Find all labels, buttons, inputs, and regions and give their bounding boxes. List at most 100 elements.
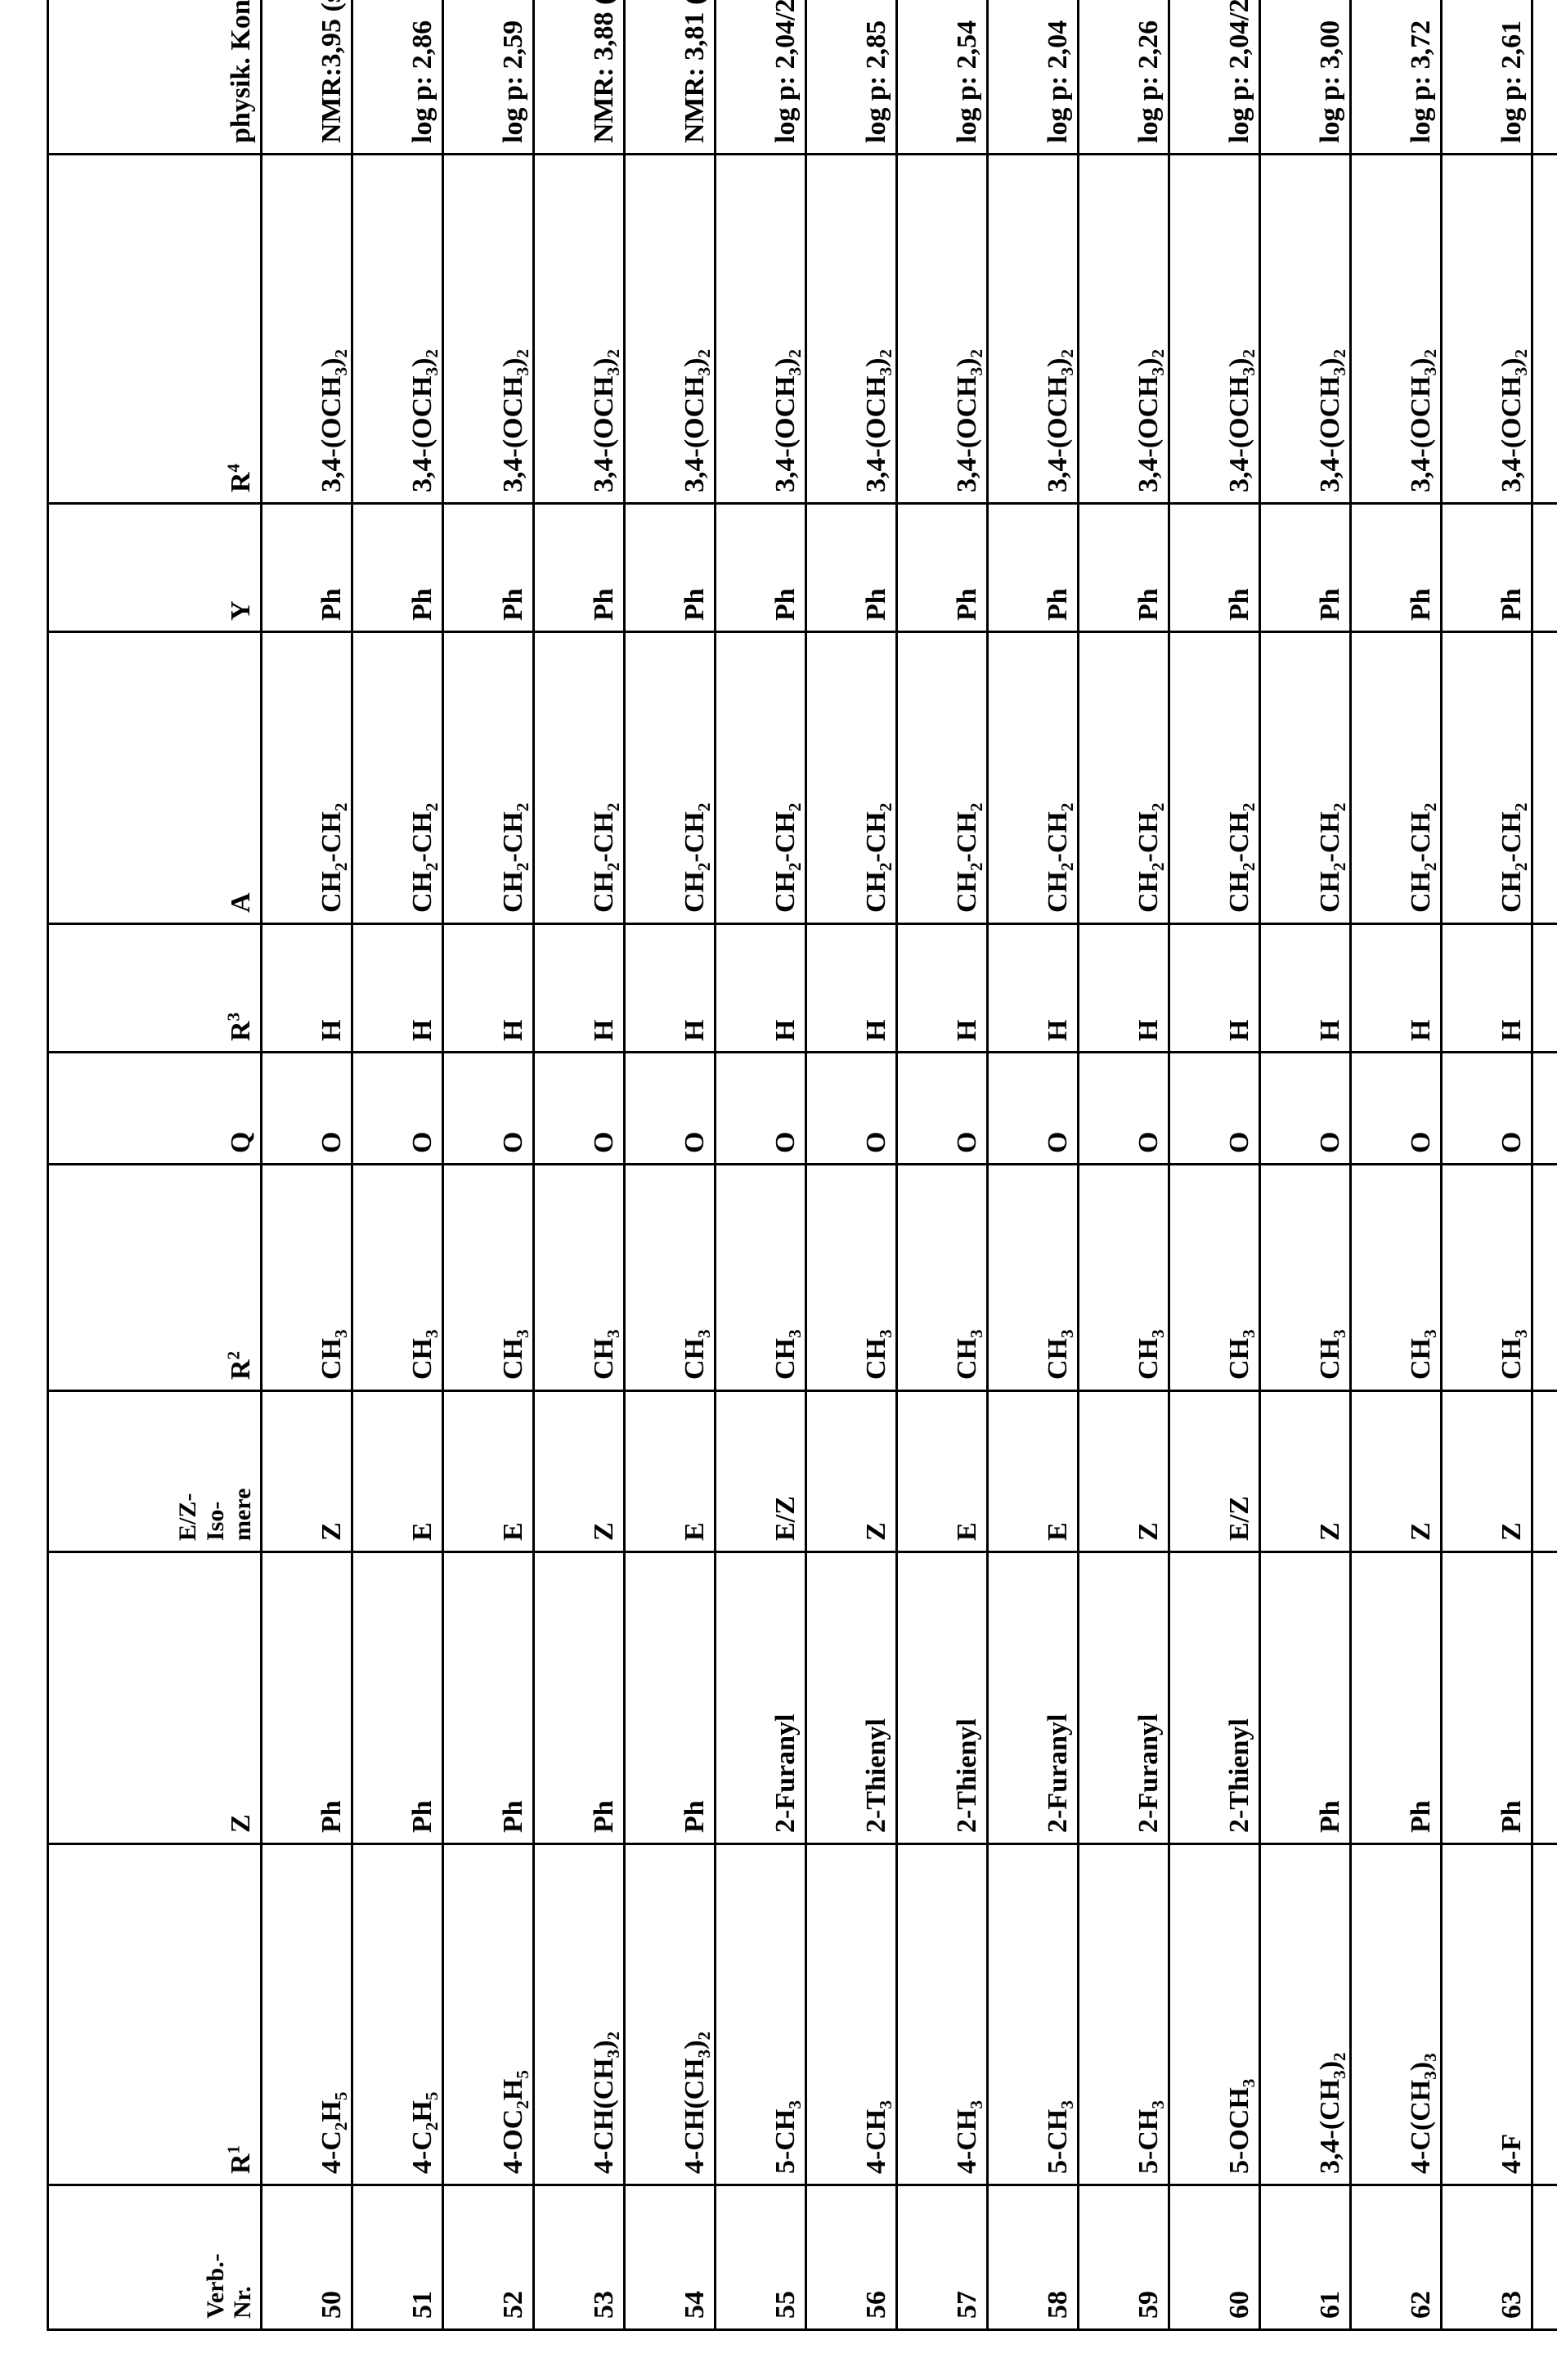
table-row: 644-BrPhZCH3OHCH2-CH2Ph3,4-(OCH3)2log p:… [1532,0,1557,2330]
header-line: E/Z- [174,1493,201,1541]
cell-y: Ph [1442,504,1532,632]
cell-r4: 3,4-(OCH3)2 [1442,155,1532,504]
cell-z: Ph [262,1552,352,1844]
cell-r4: 3,4-(OCH3)2 [534,155,625,504]
cell-r4: 3,4-(OCH3)2 [1532,155,1557,504]
cell-pk: log p: 2,04 [988,0,1079,155]
cell-q: O [1351,1053,1442,1165]
cell-r3: H [352,924,443,1053]
cell-a: CH2-CH2 [625,632,716,924]
cell-r3: H [988,924,1079,1053]
cell-y: Ph [1351,504,1442,632]
cell-r4: 3,4-(OCH3)2 [806,155,897,504]
cell-nr: 60 [1169,2185,1260,2330]
cell-q: O [625,1053,716,1165]
cell-r2: CH3 [625,1165,716,1391]
cell-nr: 59 [1079,2185,1169,2330]
cell-a: CH2-CH2 [716,632,806,924]
cell-q: O [806,1053,897,1165]
cell-r3: H [806,924,897,1053]
cell-z: Ph [1442,1552,1532,1844]
cell-ez: E [443,1391,534,1552]
table-row: 564-CH32-ThienylZCH3OHCH2-CH2Ph3,4-(OCH3… [806,0,897,2330]
cell-q: O [1260,1053,1351,1165]
table-row: 574-CH32-ThienylECH3OHCH2-CH2Ph3,4-(OCH3… [897,0,988,2330]
cell-ez: Z [1260,1391,1351,1552]
cell-a: CH2-CH2 [1079,632,1169,924]
cell-r3: H [1079,924,1169,1053]
cell-pk: NMR: 3,88 (s,3H) [534,0,625,155]
cell-r1: 5-CH3 [1079,1844,1169,2185]
cell-pk: log p: 3,08 [1532,0,1557,155]
column-header-ez-isomere: E/Z-Iso-mere [48,1391,262,1552]
column-header-r4: R4 [48,155,262,504]
cell-a: CH2-CH2 [352,632,443,924]
cell-q: O [1079,1053,1169,1165]
cell-nr: 56 [806,2185,897,2330]
cell-r4: 3,4-(OCH3)2 [988,155,1079,504]
cell-z: Ph [534,1552,625,1844]
cell-pk: log p: 2,86 [352,0,443,155]
substituent-property-table: Verb.-Nr. R1 Z E/Z-Iso-mere R2 Q R3 A Y … [47,0,1557,2331]
cell-nr: 64 [1532,2185,1557,2330]
cell-ez: E/Z [1169,1391,1260,1552]
column-header-y: Y [48,504,262,632]
cell-pk: log p: 2,26 [1079,0,1169,155]
cell-ez: Z [262,1391,352,1552]
cell-r3: H [716,924,806,1053]
cell-z: 2-Furanyl [1079,1552,1169,1844]
cell-r4: 3,4-(OCH3)2 [262,155,352,504]
cell-a: CH2-CH2 [534,632,625,924]
cell-ez: E [625,1391,716,1552]
cell-pk: log p: 2,04/2,26 [716,0,806,155]
cell-r4: 3,4-(OCH3)2 [352,155,443,504]
cell-z: 2-Thienyl [806,1552,897,1844]
header-line: Verb.- [202,2253,229,2319]
column-header-r1: R1 [48,1844,262,2185]
cell-nr: 58 [988,2185,1079,2330]
cell-a: CH2-CH2 [988,632,1079,924]
cell-r1: 4-F [1442,1844,1532,2185]
cell-r4: 3,4-(OCH3)2 [1351,155,1442,504]
cell-r1: 4-CH3 [806,1844,897,2185]
cell-y: Ph [1079,504,1169,632]
cell-r2: CH3 [716,1165,806,1391]
cell-z: Ph [1351,1552,1442,1844]
cell-z: Ph [1260,1552,1351,1844]
table-row: 595-CH32-FuranylZCH3OHCH2-CH2Ph3,4-(OCH3… [1079,0,1169,2330]
cell-r3: H [1351,924,1442,1053]
cell-a: CH2-CH2 [262,632,352,924]
cell-y: Ph [806,504,897,632]
cell-q: O [1169,1053,1260,1165]
cell-y: Ph [988,504,1079,632]
cell-ez: Z [534,1391,625,1552]
cell-nr: 50 [262,2185,352,2330]
cell-nr: 53 [534,2185,625,2330]
header-row: Verb.-Nr. R1 Z E/Z-Iso-mere R2 Q R3 A Y … [48,0,262,2330]
cell-z: Ph [443,1552,534,1844]
cell-z: 2-Furanyl [716,1552,806,1844]
cell-r1: 4-C2H5 [262,1844,352,2185]
cell-y: Ph [897,504,988,632]
header-line: Nr. [229,2286,256,2319]
cell-ez: Z [1351,1391,1442,1552]
cell-nr: 55 [716,2185,806,2330]
cell-ez: E [897,1391,988,1552]
cell-r3: H [1442,924,1532,1053]
table-body: 504-C2H5PhZCH3OHCH2-CH2Ph3,4-(OCH3)2NMR:… [262,0,1557,2330]
cell-r2: CH3 [352,1165,443,1391]
cell-z: Ph [352,1552,443,1844]
table-row: 555-CH32-FuranylE/ZCH3OHCH2-CH2Ph3,4-(OC… [716,0,806,2330]
cell-r3: H [443,924,534,1053]
cell-q: O [443,1053,534,1165]
column-header-physik-konst: physik. Konst. [48,0,262,155]
cell-pk: NMR:3,95 (s,3H) [262,0,352,155]
cell-r2: CH3 [1260,1165,1351,1391]
cell-q: O [534,1053,625,1165]
cell-r4: 3,4-(OCH3)2 [1260,155,1351,504]
cell-nr: 57 [897,2185,988,2330]
cell-r2: CH3 [1351,1165,1442,1391]
cell-pk: NMR: 3,81 (s,3H) [625,0,716,155]
cell-pk: log p: 2,61 [1442,0,1532,155]
cell-r3: H [1169,924,1260,1053]
